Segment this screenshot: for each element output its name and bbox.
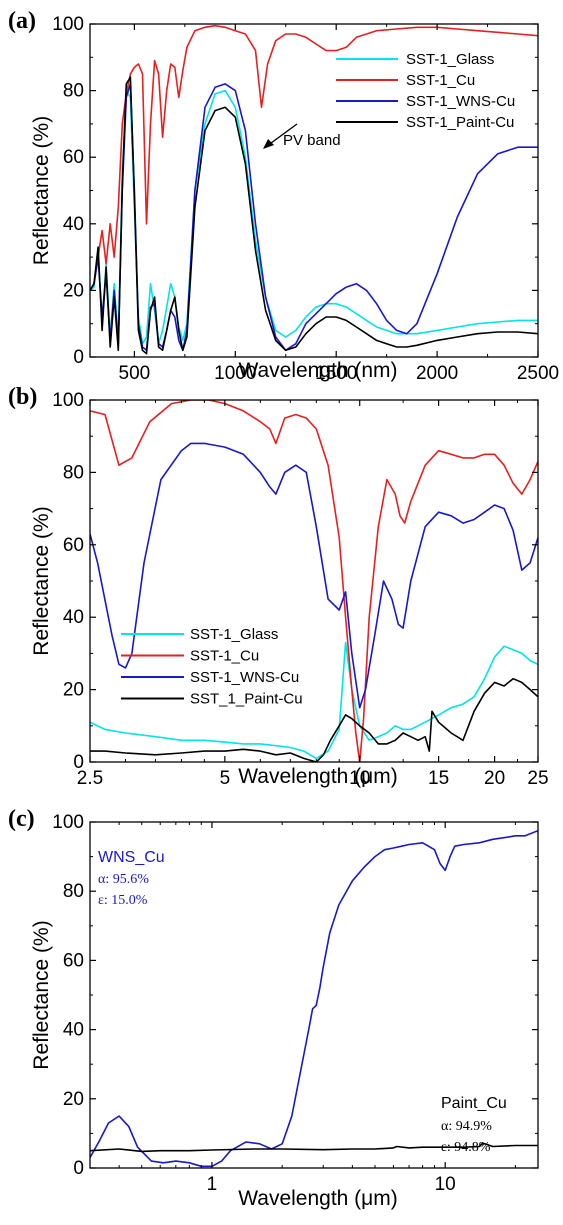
- y-tick-label: 40: [63, 214, 84, 235]
- x-tick-label: 25: [527, 768, 548, 789]
- legend-entry: SST-1_Glass: [406, 51, 494, 68]
- y-tick-label: 20: [63, 280, 84, 301]
- y-tick-label: 60: [63, 535, 84, 556]
- x-tick-label: 2.5: [77, 768, 103, 789]
- series-line-sst-1-cu: [90, 24, 538, 291]
- pv-band-arrow: [266, 123, 298, 147]
- y-axis-label: Reflectance (%): [30, 920, 53, 1069]
- x-tick-label: 5: [220, 768, 231, 789]
- y-axis-label: Reflectance (%): [30, 506, 53, 655]
- annotation-paint-cu: Paint_Cu α: 94.9% ε: 94.8%: [441, 1095, 507, 1155]
- annotation-epsilon: ε: 94.8%: [441, 1140, 491, 1155]
- x-axis-label: Wavelength (nm): [238, 359, 397, 382]
- y-tick-label: 20: [63, 680, 84, 701]
- series-group: [90, 829, 538, 1168]
- annotation-title: Paint_Cu: [441, 1095, 507, 1112]
- y-tick-label: 0: [73, 347, 84, 368]
- x-tick-label: 1: [207, 1174, 218, 1195]
- y-tick-label: 100: [52, 812, 84, 833]
- legend: SST-1_Glass SST-1_Cu SST-1_WNS-Cu SST-1_Pai…: [336, 51, 515, 131]
- y-tick-label: 100: [52, 14, 84, 35]
- y-tick-label: 80: [63, 462, 84, 483]
- legend-entry: SST-1_Paint-Cu: [406, 114, 514, 131]
- arrow-head-icon: [263, 139, 274, 149]
- annotation-alpha: α: 94.9%: [441, 1119, 492, 1134]
- y-tick-label: 60: [63, 147, 84, 168]
- panel-label: (c): [8, 806, 35, 832]
- legend-entry: SST_1_Paint-Cu: [190, 691, 303, 708]
- legend-entry: SST-1_Cu: [190, 648, 259, 665]
- series-group: [90, 400, 538, 762]
- panel-2: 0 20 40 60 80 100 2.5 5 10 15 20 25 (b) Wavelength (μ…: [8, 384, 549, 789]
- series-line-wns-cu: [90, 829, 538, 1168]
- y-tick-label: 80: [63, 81, 84, 102]
- y-tick-label: 40: [63, 607, 84, 628]
- x-tick-label: 15: [428, 768, 449, 789]
- x-tick-label: 10: [435, 1174, 456, 1195]
- y-tick-label: 0: [73, 1158, 84, 1179]
- x-tick-label: 10: [349, 768, 370, 789]
- panel-label: (b): [8, 384, 37, 410]
- y-tick-label: 60: [63, 950, 84, 971]
- x-axis-label: Wavelength (μm): [238, 765, 398, 788]
- plot-frame: [89, 399, 539, 763]
- annotation-alpha: α: 95.6%: [98, 872, 149, 887]
- plot-frame: [89, 821, 539, 1169]
- panel-label: (a): [8, 8, 36, 34]
- annotation-wns-cu: WNS_Cu α: 95.6% ε: 15.0%: [98, 849, 165, 908]
- x-tick-label: 2500: [517, 363, 559, 384]
- y-tick-label: 0: [73, 752, 84, 773]
- series-line-sst-1-cu: [90, 400, 538, 762]
- series-line-paint-cu: [90, 1142, 538, 1153]
- pv-band-label: PV band: [283, 132, 341, 149]
- legend-entry: SST-1_Cu: [406, 72, 475, 89]
- x-tick-label: 1000: [214, 363, 256, 384]
- panel-1: 0 20 40 60 80 100 500 1000 1500 2000 2500 (a) Wavele…: [8, 8, 559, 384]
- x-tick-label: 500: [119, 363, 151, 384]
- y-axis-label: Reflectance (%): [30, 116, 53, 265]
- x-tick-label: 2000: [416, 363, 458, 384]
- x-tick-label: 1500: [315, 363, 357, 384]
- annotation-epsilon: ε: 15.0%: [98, 893, 148, 908]
- x-axis-label: Wavelength (μm): [238, 1187, 398, 1210]
- panel-3: 0 20 40 60 80 100 1 10 (c) Wavelength (μm) Reflect…: [8, 806, 539, 1210]
- series-line-sst-1-wns-cu: [90, 442, 538, 709]
- series-line-sst-1-paint-cu: [90, 677, 538, 762]
- series-group: [90, 24, 538, 355]
- series-line-sst-1-glass: [90, 641, 538, 760]
- legend-entry: SST-1_WNS-Cu: [406, 93, 515, 110]
- series-line-sst-1-paint-cu: [90, 76, 538, 355]
- legend: SST-1_Glass SST-1_Cu SST-1_WNS-Cu SST_1_Pai…: [121, 626, 303, 708]
- annotation-title: WNS_Cu: [98, 849, 165, 866]
- legend-entry: SST-1_WNS-Cu: [190, 669, 299, 686]
- x-tick-label: 20: [484, 768, 505, 789]
- y-tick-label: 80: [63, 881, 84, 902]
- legend-entry: SST-1_Glass: [190, 626, 278, 643]
- y-tick-label: 40: [63, 1020, 84, 1041]
- y-tick-label: 20: [63, 1089, 84, 1110]
- y-tick-label: 100: [52, 390, 84, 411]
